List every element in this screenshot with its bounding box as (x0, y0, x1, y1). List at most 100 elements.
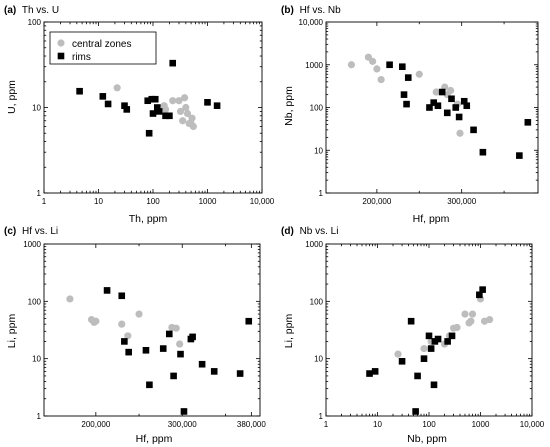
panel-c-plot-frame (43, 243, 261, 417)
panel-c-point-rims (198, 360, 206, 368)
panel-d-ytick-label: 1 (319, 412, 324, 421)
panel-b-point-rims (430, 99, 437, 106)
panel-d-ytick-label: 1000 (305, 240, 323, 249)
panel-a-ytick-label: 100 (28, 18, 42, 27)
panel-d-label: (d) (281, 226, 294, 237)
panel-c-point-rims (236, 370, 244, 377)
panel-a-point-central-zones (188, 114, 196, 122)
panel-d-point-rims (420, 355, 428, 362)
panel-b-ytick-label: 10,000 (299, 18, 324, 27)
panel-d-point-rims (412, 408, 419, 415)
panel-c-hf-vs-li: (c) Hf vs. Li Li, ppm Hf, ppm 200,000 300… (4, 226, 266, 445)
legend: central zones rims (49, 31, 157, 65)
panel-a-point-central-zones (175, 97, 183, 105)
panel-b-point-rims (455, 113, 463, 121)
panel-c-point-rims (146, 381, 153, 389)
panel-a-ylabel: U, ppm (6, 80, 18, 114)
panel-b-ytick-label: 100 (310, 104, 324, 113)
panel-c-ytick-label: 10 (32, 355, 41, 364)
panel-b-point-rims (463, 102, 471, 110)
panel-d-point-rims (414, 372, 421, 380)
panel-d-title-text: Nb vs. Li (300, 226, 339, 237)
panel-d-point-rims (476, 291, 483, 299)
panel-d-xtick-label: 1000 (472, 420, 490, 429)
panel-d-point-central-zones (467, 317, 475, 325)
panel-b-title: (b) Hf vs. Nb (281, 5, 341, 16)
panel-c-xtick-label: 200,000 (81, 420, 110, 429)
panel-b-point-rims (516, 152, 523, 159)
panel-c-point-rims (180, 408, 188, 415)
panel-b-hf-vs-nb: (b) Hf vs. Nb Nb, ppm Hf, ppm 200,000 300… (281, 5, 539, 225)
panel-b-point-rims (404, 74, 412, 81)
panel-c-xtick-label: 300,000 (168, 420, 197, 429)
panel-b-point-rims (399, 63, 406, 71)
panel-b-title-text: Hf vs. Nb (300, 5, 342, 16)
panel-b-point-central-zones (373, 65, 381, 73)
panel-b-ytick-label: 1 (319, 189, 324, 198)
panel-d-title: (d) Nb vs. Li (281, 226, 338, 237)
panel-c-xlabel: Hf, ppm (136, 433, 173, 445)
panel-c-point-central-zones (92, 317, 100, 325)
legend-label-central-zones: central zones (72, 39, 131, 50)
panel-b-point-rims (452, 104, 460, 111)
panel-a-point-rims (166, 112, 173, 120)
panel-c-ytick-label: 1000 (23, 240, 41, 249)
panel-b-xlabel: Hf, ppm (413, 213, 450, 225)
panel-c-title: (c) Hf vs. Li (4, 226, 58, 237)
panel-a-point-central-zones (176, 107, 185, 116)
panel-b-xtick-label: 200,000 (362, 197, 391, 206)
panel-a-xtick-label: 100 (146, 197, 160, 206)
panel-b-point-central-zones (369, 57, 377, 65)
panel-a-xtick-label: 10,000 (250, 197, 275, 206)
panel-c-point-rims (165, 330, 173, 338)
panel-d-point-central-zones (461, 310, 469, 318)
panel-d-point-central-zones (485, 316, 494, 324)
legend-label-rims: rims (72, 52, 91, 63)
panel-c-label: (c) (4, 226, 16, 237)
panel-d-xtick-label: 1 (324, 420, 329, 429)
panel-c-point-central-zones (135, 310, 143, 318)
panel-a-th-vs-u: (a) Th vs. U U, ppm Th, ppm 1 10 100 1000 10… (4, 5, 275, 225)
panel-d-ylabel: Li, ppm (283, 314, 295, 349)
panel-b-ytick-label: 10 (314, 146, 323, 155)
panel-d-point-central-zones (394, 350, 402, 358)
panel-b-point-central-zones (415, 70, 423, 78)
panel-a-point-rims (148, 95, 156, 103)
panel-c-point-central-zones (124, 332, 132, 340)
panel-b-point-central-zones (447, 86, 455, 95)
panel-c-point-rims (189, 333, 196, 341)
panel-d-plot-frame (325, 243, 533, 417)
panel-a-point-rims (204, 99, 211, 106)
panel-a-ytick-label: 10 (32, 104, 41, 113)
panel-a-ticks: 1 10 100 1000 10,000 1 10 100 (28, 18, 275, 206)
panel-d-nb-vs-li: (d) Nb vs. Li Li, ppm Nb, ppm 1 10 100 1000… (281, 226, 545, 445)
panel-d-point-rims (427, 345, 435, 352)
panel-b-point-rims (434, 102, 442, 110)
panel-b-point-central-zones (456, 129, 464, 137)
panel-b-point-rims (438, 88, 446, 96)
panel-a-point-rims (149, 110, 157, 117)
panel-a-point-central-zones (180, 94, 189, 102)
panel-a-point-rims (144, 97, 152, 105)
panel-d-point-rims (448, 332, 456, 340)
panel-b-point-rims (426, 104, 433, 111)
panel-a-point-central-zones (113, 84, 121, 92)
panel-d-point-central-zones (453, 323, 461, 332)
panel-c-point-rims (125, 348, 132, 356)
panel-a-marks (76, 59, 221, 137)
panel-a-point-rims (213, 102, 221, 109)
panel-a-xtick-label: 10 (94, 197, 103, 206)
panel-a-point-rims (151, 95, 159, 103)
panel-d-point-rims (434, 335, 442, 343)
panel-b-point-rims (386, 61, 393, 69)
panel-a-point-central-zones (182, 103, 190, 112)
panel-a-point-central-zones (179, 117, 187, 125)
panel-b-xtick-label: 300,000 (447, 197, 476, 206)
panel-c-ylabel: Li, ppm (6, 314, 18, 349)
panel-d-point-rims (398, 357, 406, 365)
panel-d-point-rims (430, 381, 438, 389)
panel-d-point-rims (479, 286, 486, 293)
panel-a-title-text: Th vs. U (22, 5, 59, 16)
panel-a-point-rims (76, 87, 83, 95)
panel-a-label: (a) (4, 5, 16, 16)
